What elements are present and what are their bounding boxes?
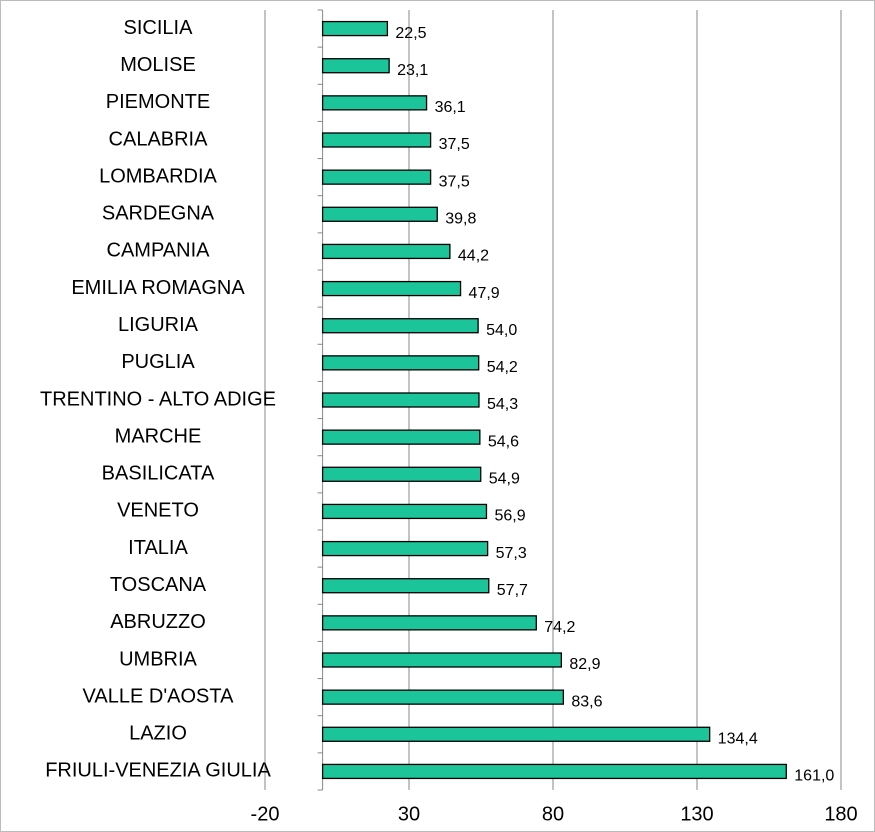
value-label: 57,7 — [497, 582, 528, 599]
category-label: MOLISE — [120, 54, 196, 76]
value-label: 23,1 — [397, 62, 428, 79]
value-label: 57,3 — [496, 545, 527, 562]
category-label: PUGLIA — [121, 351, 195, 373]
bar — [321, 763, 787, 780]
bar — [321, 95, 428, 111]
value-label: 47,9 — [469, 285, 500, 302]
value-label: 134,4 — [718, 731, 758, 748]
category-label: ABRUZZO — [110, 611, 206, 633]
bar — [321, 169, 432, 185]
value-label: 54,6 — [488, 433, 519, 450]
category-label: LOMBARDIA — [99, 165, 217, 187]
bar — [321, 689, 565, 705]
bar — [321, 652, 563, 668]
value-label: 44,2 — [458, 248, 489, 265]
value-label: 54,0 — [486, 322, 517, 339]
value-label: 74,2 — [544, 619, 575, 636]
bar — [321, 243, 451, 260]
bar — [321, 726, 711, 742]
bar — [321, 206, 438, 222]
bar — [321, 540, 489, 557]
bar — [321, 280, 462, 297]
value-label: 22,5 — [395, 25, 426, 42]
x-tick-label: 30 — [398, 803, 420, 825]
category-label: LIGURIA — [118, 314, 199, 336]
x-tick-label: -20 — [251, 803, 280, 825]
category-label: TOSCANA — [110, 574, 207, 596]
bar — [321, 429, 481, 445]
category-label: LAZIO — [129, 723, 187, 745]
value-label: 37,5 — [439, 136, 470, 153]
category-label: BASILICATA — [102, 463, 215, 485]
bar — [321, 132, 432, 148]
value-label: 56,9 — [494, 508, 525, 525]
category-label: MARCHE — [115, 425, 202, 447]
bar — [321, 58, 390, 74]
category-label: CALABRIA — [109, 128, 209, 150]
bar — [321, 20, 389, 37]
bar — [321, 466, 482, 482]
bar — [321, 503, 488, 520]
category-label: TRENTINO - ALTO ADIGE — [40, 388, 276, 410]
value-label: 37,5 — [439, 173, 470, 190]
bar — [321, 578, 490, 594]
x-tick-label: 180 — [824, 803, 857, 825]
value-label: 36,1 — [435, 99, 466, 116]
category-label: CAMPANIA — [107, 240, 211, 262]
value-label: 83,6 — [571, 693, 602, 710]
category-label: VENETO — [117, 500, 199, 522]
x-tick-label: 80 — [542, 803, 564, 825]
value-label: 54,2 — [487, 359, 518, 376]
category-label: FRIULI-VENEZIA GIULIA — [45, 760, 271, 782]
category-label: VALLE D'AOSTA — [83, 685, 235, 707]
bar — [321, 615, 537, 631]
bar — [321, 318, 479, 334]
value-label: 54,3 — [487, 396, 518, 413]
value-label: 161,0 — [794, 768, 834, 785]
category-label: ITALIA — [128, 537, 188, 559]
value-label: 54,9 — [489, 471, 520, 488]
category-label: EMILIA ROMAGNA — [71, 277, 245, 299]
category-label: UMBRIA — [119, 648, 197, 670]
category-label: SICILIA — [124, 17, 194, 39]
value-label: 39,8 — [445, 211, 476, 228]
bar — [321, 355, 480, 371]
category-label: SARDEGNA — [102, 203, 215, 225]
bar — [321, 392, 480, 408]
x-tick-label: 130 — [680, 803, 713, 825]
category-label: PIEMONTE — [106, 91, 210, 113]
value-label: 82,9 — [569, 656, 600, 673]
